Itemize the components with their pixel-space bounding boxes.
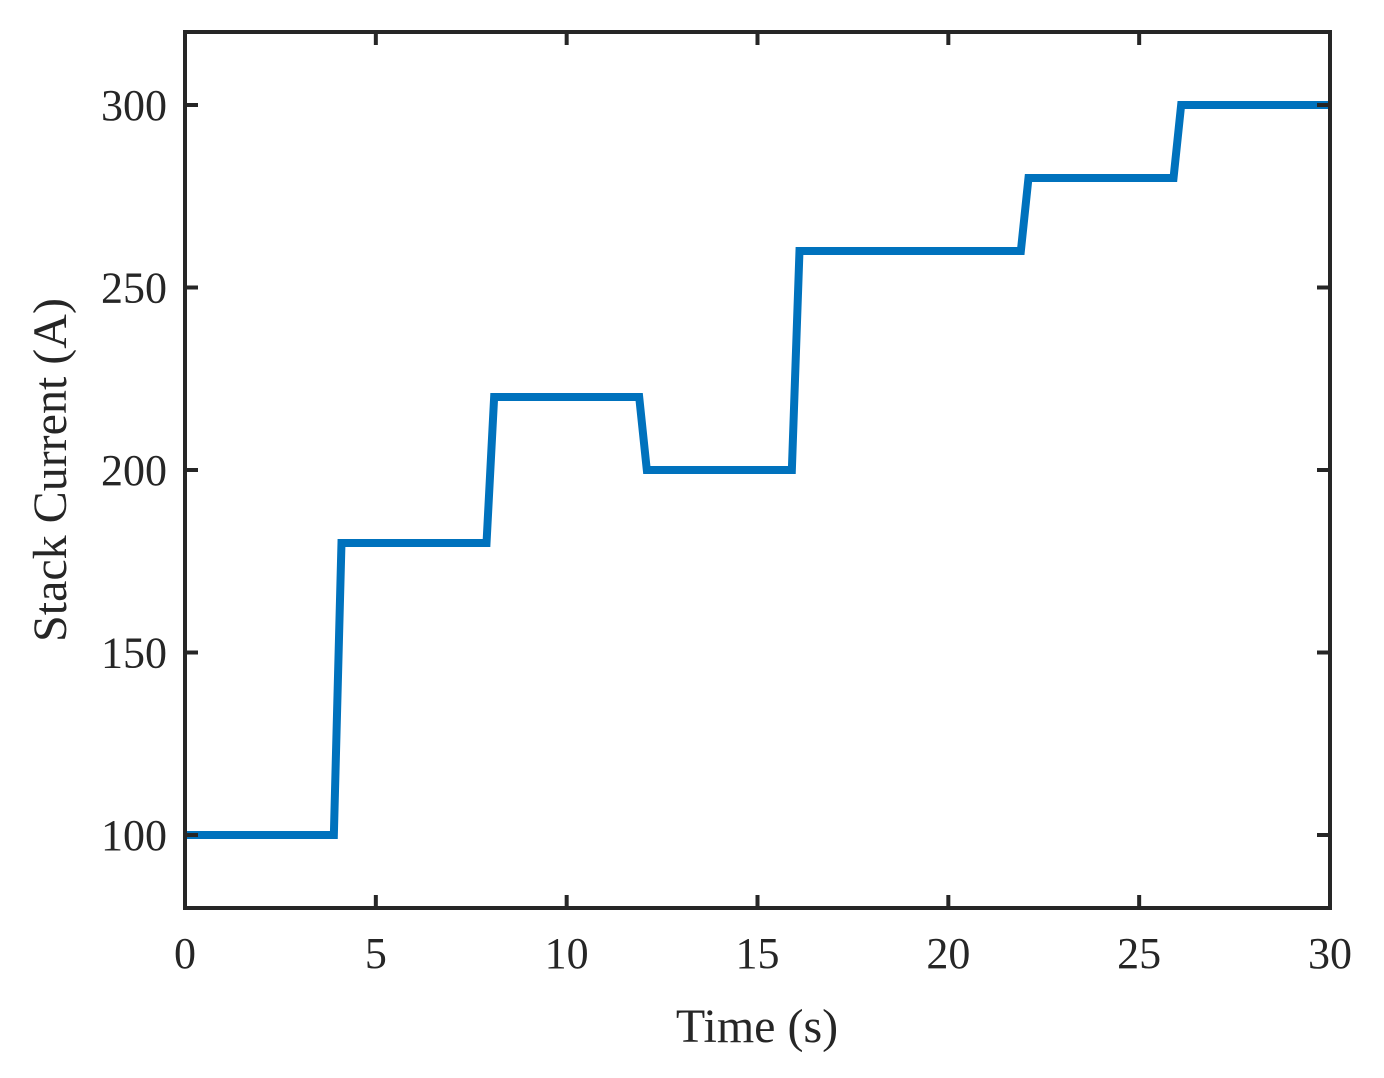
y-tick-label: 300	[101, 81, 167, 130]
x-tick-label: 25	[1117, 929, 1161, 978]
y-tick-label: 200	[101, 446, 167, 495]
data-layer	[185, 101, 1330, 839]
x-tick-label: 15	[736, 929, 780, 978]
x-tick-label: 0	[174, 929, 196, 978]
y-tick-label: 150	[101, 629, 167, 678]
y-tick-label: 100	[101, 811, 167, 860]
y-axis-title: Stack Current (A)	[24, 298, 77, 642]
x-tick-label: 30	[1308, 929, 1352, 978]
x-tick-label: 10	[545, 929, 589, 978]
x-tick-label: 5	[365, 929, 387, 978]
x-axis-title: Time (s)	[676, 1000, 838, 1053]
x-tick-label: 20	[926, 929, 970, 978]
series-line-1	[185, 101, 1330, 839]
ticks-layer: 0 5 10 15 20 25 30 100 150 200 250 300	[101, 32, 1352, 978]
y-tick-label: 250	[101, 264, 167, 313]
